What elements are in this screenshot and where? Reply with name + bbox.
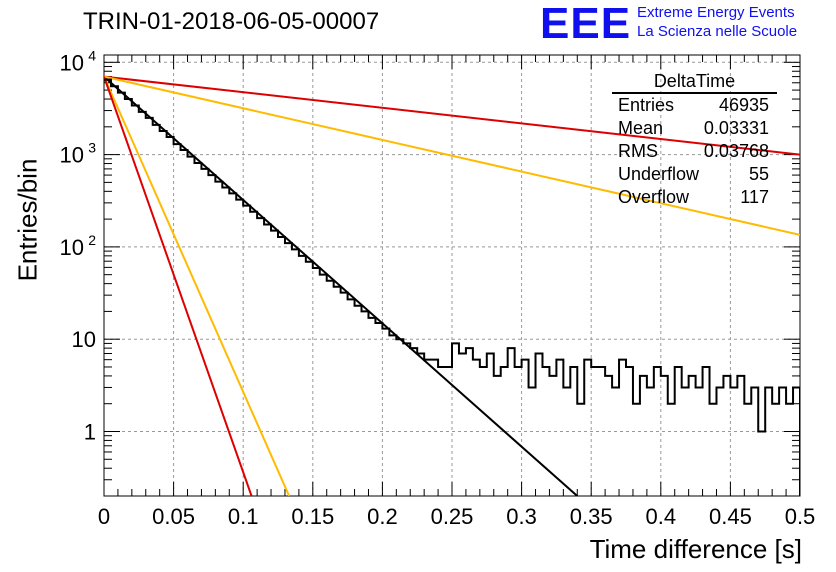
y-tick-exponent: 4 bbox=[88, 47, 96, 63]
stats-row-mean: Mean 0.03331 bbox=[612, 117, 777, 140]
fit-line bbox=[104, 76, 253, 496]
stats-value: 0.03331 bbox=[703, 118, 769, 138]
stats-row-entries: Entries 46935 bbox=[612, 94, 777, 117]
stats-label: Entries bbox=[618, 95, 675, 115]
stats-box: DeltaTime Entries 46935 Mean 0.03331 RMS… bbox=[612, 70, 777, 209]
x-tick-label: 0.3 bbox=[506, 504, 537, 529]
chart-title: TRIN-01-2018-06-05-00007 bbox=[83, 8, 380, 35]
logo-line-1: Extreme Energy Events bbox=[637, 4, 795, 21]
y-axis-label: Entries/bin bbox=[12, 158, 43, 282]
stats-row-overflow: Overflow 117 bbox=[612, 186, 777, 209]
fit-line bbox=[104, 76, 291, 496]
eee-logo: EEE bbox=[540, 0, 632, 48]
stats-label: Mean bbox=[618, 118, 664, 138]
logo-line-2: La Scienza nelle Scuole bbox=[637, 23, 798, 40]
stats-label: RMS bbox=[618, 141, 658, 161]
logo-caption: Extreme Energy Events La Scienza nelle S… bbox=[637, 3, 797, 41]
x-tick-label: 0.2 bbox=[367, 504, 398, 529]
histogram-series bbox=[104, 78, 800, 496]
x-tick-label: 0 bbox=[98, 504, 110, 529]
x-tick-label: 0.05 bbox=[152, 504, 195, 529]
y-tick-label: 10 bbox=[60, 143, 84, 168]
y-tick-label: 10 bbox=[72, 327, 96, 352]
y-tick-label: 10 bbox=[60, 235, 84, 260]
stats-value: 46935 bbox=[718, 95, 769, 115]
stats-label: Underflow bbox=[618, 164, 700, 184]
fit-line bbox=[104, 75, 800, 236]
x-tick-label: 0.35 bbox=[570, 504, 613, 529]
x-tick-label: 0.5 bbox=[785, 504, 816, 529]
x-tick-label: 0.1 bbox=[228, 504, 259, 529]
x-tick-label: 0.4 bbox=[646, 504, 677, 529]
stats-value: 0.03768 bbox=[703, 141, 769, 161]
y-tick-exponent: 3 bbox=[88, 140, 96, 156]
x-tick-label: 0.45 bbox=[709, 504, 752, 529]
y-tick-label: 1 bbox=[84, 419, 96, 444]
x-tick-label: 0.25 bbox=[431, 504, 474, 529]
stats-title: DeltaTime bbox=[612, 70, 777, 94]
fit-line bbox=[104, 75, 800, 156]
stats-row-underflow: Underflow 55 bbox=[612, 163, 777, 186]
stats-row-rms: RMS 0.03768 bbox=[612, 140, 777, 163]
y-axis-label-box: Entries/bin bbox=[8, 120, 48, 320]
stats-value: 117 bbox=[740, 187, 769, 207]
stats-value: 55 bbox=[748, 164, 769, 184]
x-axis-label: Time difference [s] bbox=[589, 534, 802, 564]
x-tick-label: 0.15 bbox=[291, 504, 334, 529]
stats-label: Overflow bbox=[618, 187, 690, 207]
y-tick-exponent: 2 bbox=[88, 232, 96, 248]
y-tick-label: 10 bbox=[60, 50, 84, 75]
